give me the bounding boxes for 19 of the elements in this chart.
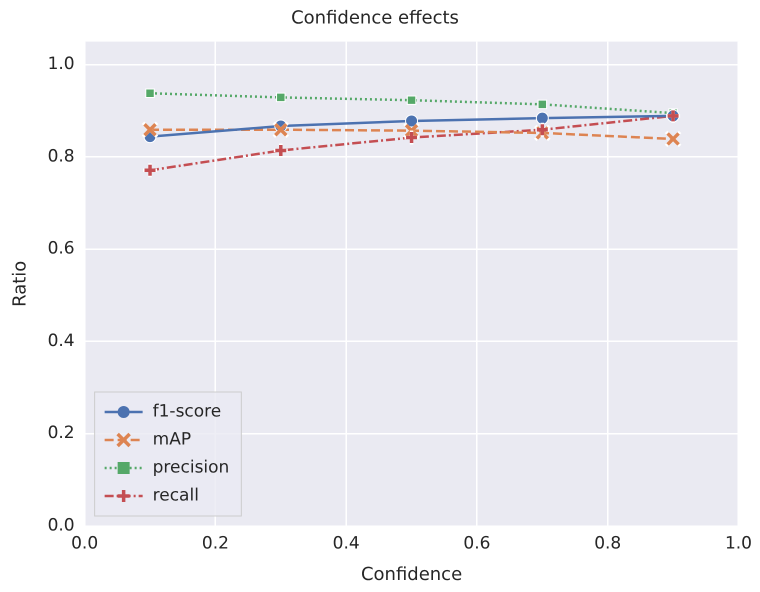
x-tick-label: 1.0: [724, 534, 752, 554]
legend-label: mAP: [152, 429, 192, 450]
chart-title: Confidence effects: [291, 7, 459, 28]
y-tick-label: 0.0: [48, 515, 75, 536]
x-tick-label: 0.2: [202, 534, 229, 554]
x-tick-label: 0.8: [594, 534, 622, 554]
y-tick-label: 1.0: [48, 54, 75, 74]
y-tick-label: 0.8: [48, 146, 75, 166]
x-axis-title: Confidence: [360, 564, 462, 585]
legend-label: precision: [152, 457, 230, 478]
y-tick-label: 0.6: [48, 238, 75, 259]
y-tick-label: 0.2: [48, 423, 75, 444]
x-tick-label: 0.6: [463, 534, 490, 554]
y-axis-title: Ratio: [9, 260, 30, 307]
x-tick-label: 0.4: [332, 534, 360, 554]
x-tick-label: 0.0: [71, 534, 98, 554]
legend-label: f1-score: [152, 401, 222, 422]
y-tick-label: 0.4: [48, 330, 75, 351]
legend-label: recall: [152, 485, 199, 506]
